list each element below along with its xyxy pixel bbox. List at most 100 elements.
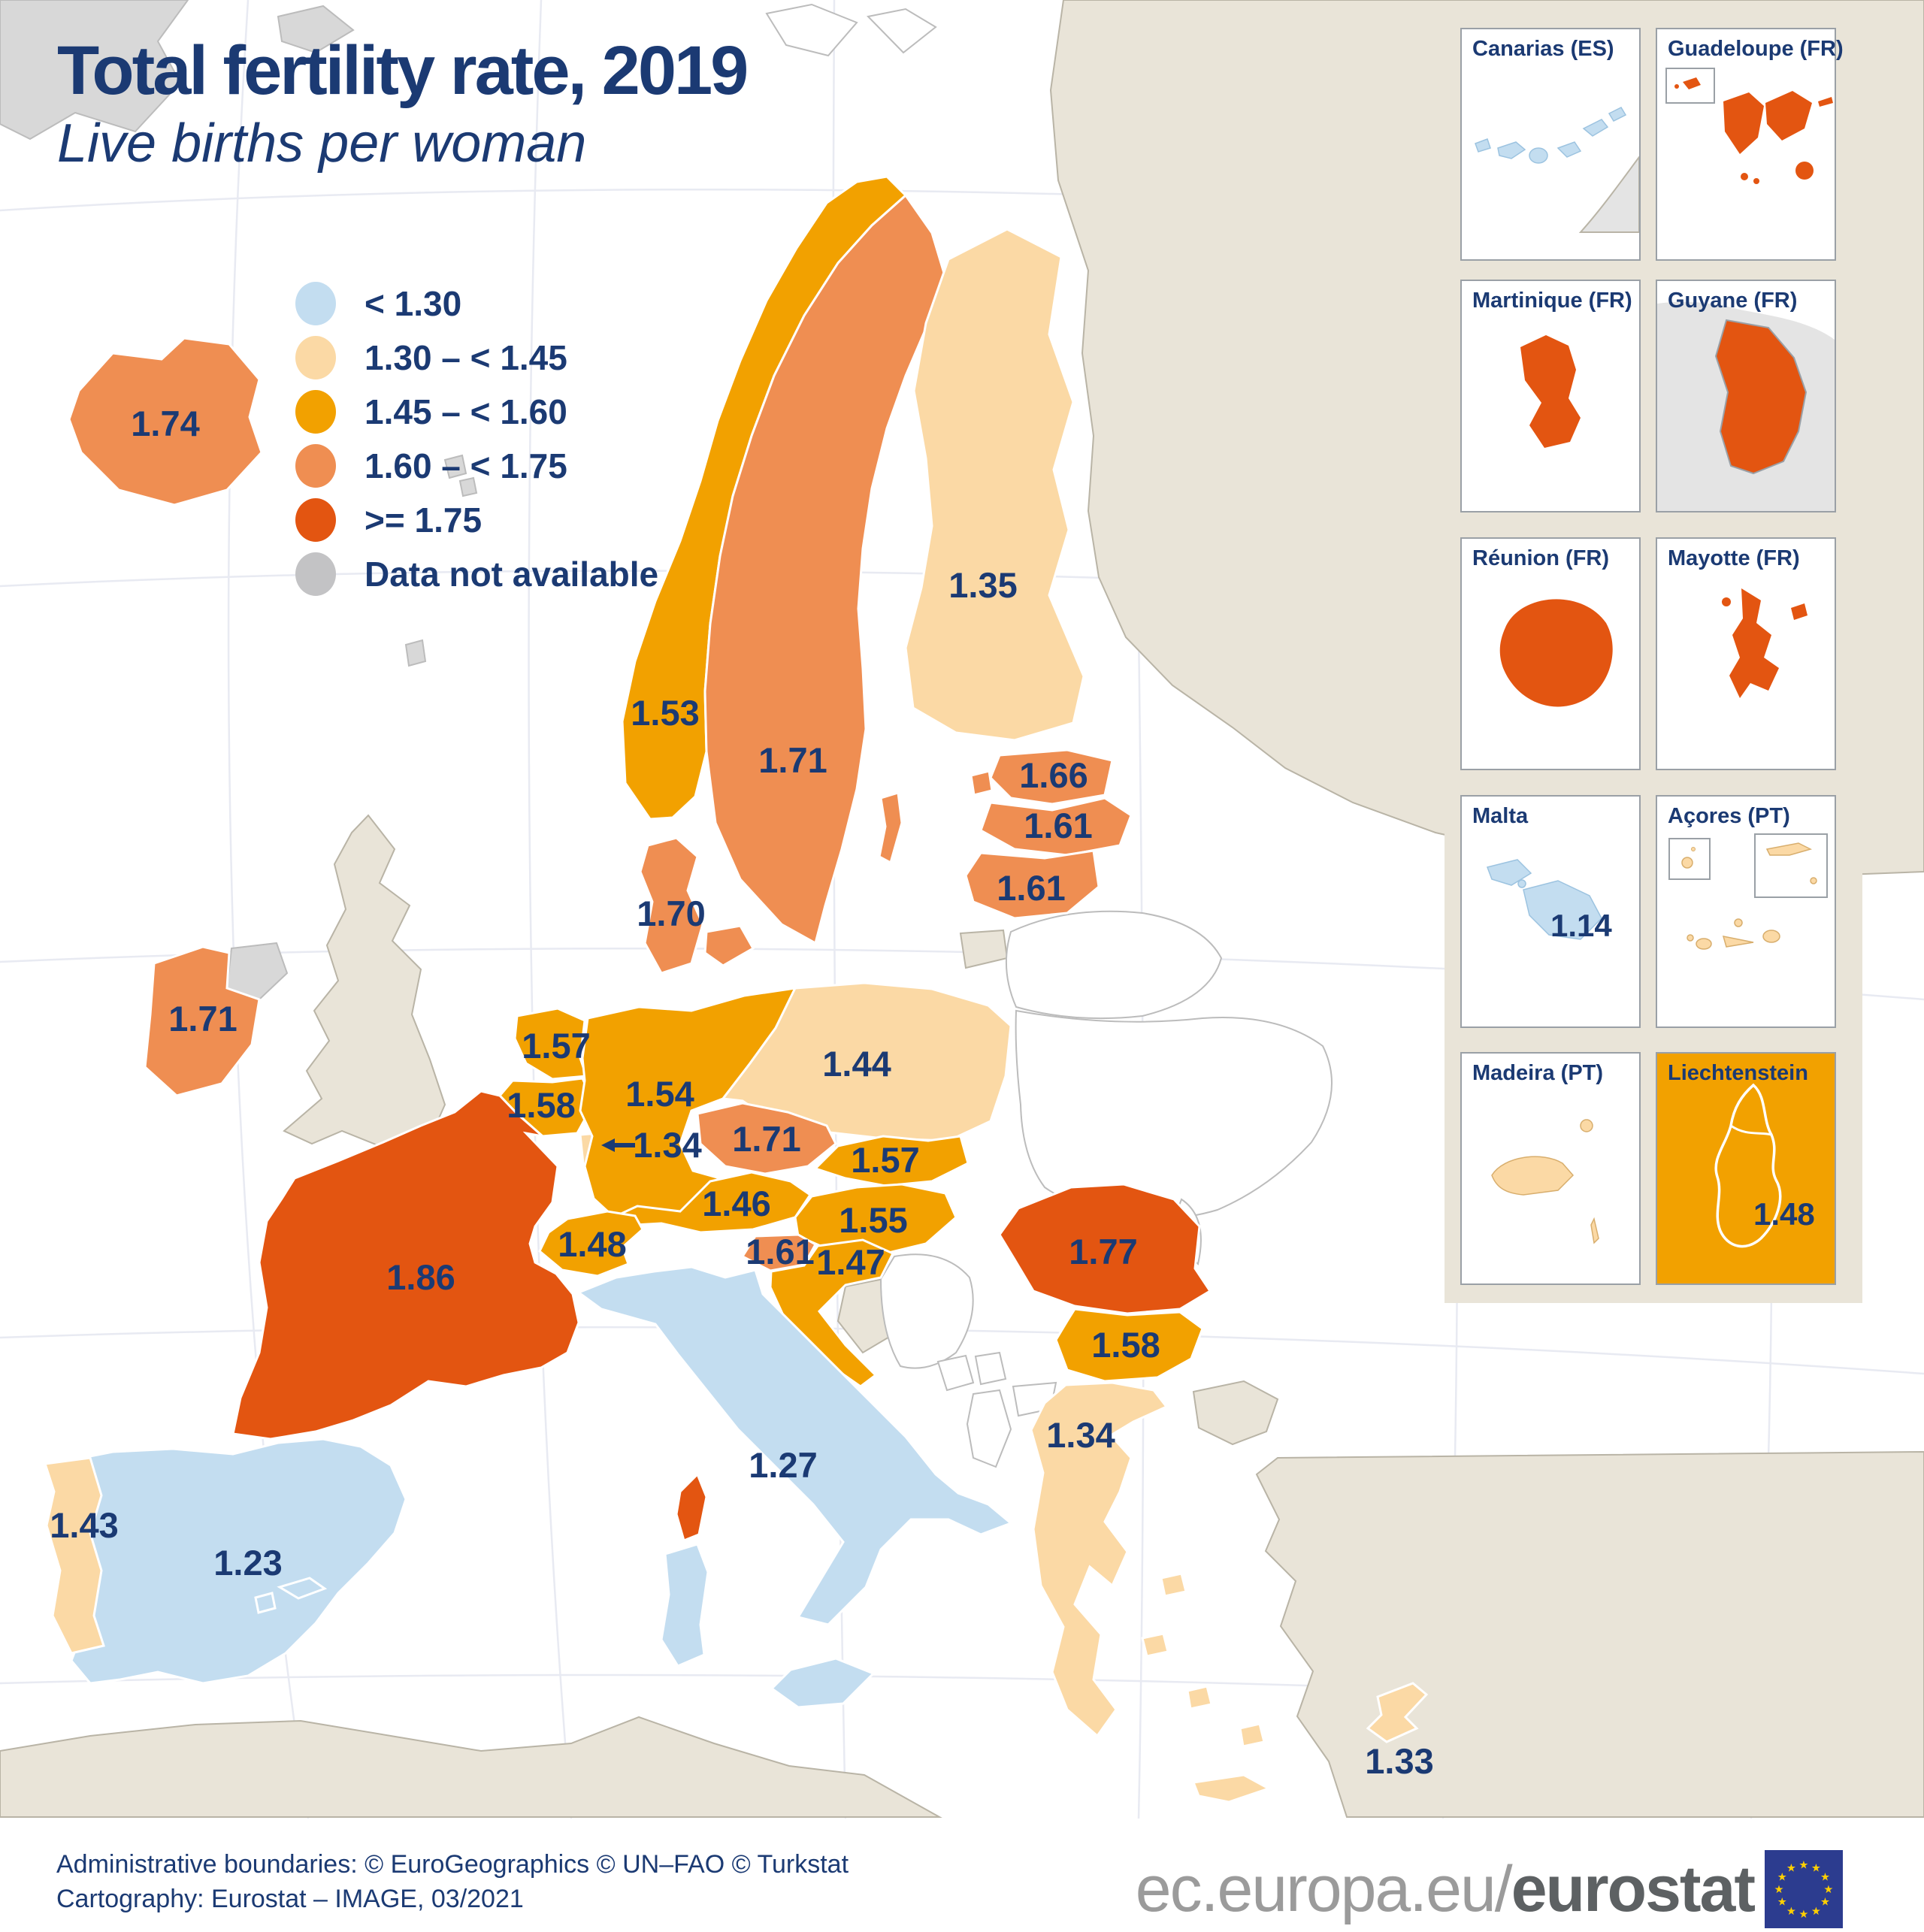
country-cyprus[interactable] [1366, 1682, 1429, 1743]
page-title: Total fertility rate, 2019 [57, 32, 749, 109]
country-greek-island-2[interactable] [1141, 1632, 1169, 1658]
legend-label: 1.60 – < 1.75 [365, 446, 567, 485]
luxembourg-arrow [601, 1138, 635, 1152]
label-croatia: 1.47 [816, 1242, 885, 1282]
country-corsica[interactable] [675, 1472, 708, 1543]
land-arctic-islands [277, 5, 355, 54]
country-italy[interactable] [576, 1265, 1013, 1626]
country-denmark[interactable] [639, 836, 704, 975]
inset-reunion: Réunion (FR) [1460, 537, 1641, 770]
label-sweden: 1.71 [758, 740, 827, 780]
country-iceland[interactable] [68, 337, 263, 506]
label-netherlands: 1.57 [522, 1026, 590, 1066]
label-luxembourg: 1.34 [633, 1125, 701, 1165]
country-sweden[interactable] [703, 193, 947, 945]
country-estonia[interactable] [989, 748, 1114, 806]
label-denmark: 1.70 [637, 893, 705, 933]
inset-map-guyane [1657, 281, 1835, 511]
country-latvia[interactable] [979, 797, 1133, 857]
country-value-labels: 1.74 1.53 1.71 1.35 1.66 1.61 1.61 1.70 … [50, 404, 1433, 1781]
svg-text:★: ★ [1811, 1906, 1821, 1918]
label-greece: 1.34 [1046, 1415, 1115, 1455]
land-svalbard-2 [866, 8, 937, 54]
country-greece[interactable] [1030, 1381, 1169, 1738]
white-countries [765, 3, 1333, 1468]
label-portugal: 1.43 [50, 1505, 118, 1545]
country-estonia-island[interactable] [970, 769, 994, 797]
land-north-africa [0, 1716, 942, 1818]
inset-mayotte: Mayotte (FR) [1656, 537, 1836, 770]
inset-label-acores: Açores (PT) [1668, 804, 1790, 828]
inset-label-madeira: Madeira (PT) [1472, 1061, 1604, 1085]
footer-credits: Administrative boundaries: © EuroGeograp… [56, 1847, 849, 1916]
legend-row: 1.45 – < 1.60 [295, 385, 658, 439]
svg-text:★: ★ [1823, 1884, 1833, 1896]
country-bulgaria[interactable] [1054, 1308, 1204, 1383]
inset-map-madeira [1491, 1119, 1599, 1244]
legend-row: < 1.30 [295, 277, 658, 331]
country-balearics-2[interactable] [254, 1592, 277, 1614]
inset-martinique: Martinique (FR) [1460, 280, 1641, 512]
svg-text:★: ★ [1798, 1909, 1808, 1921]
label-spain: 1.23 [213, 1543, 282, 1583]
label-slovenia: 1.61 [746, 1232, 814, 1271]
country-romania[interactable] [998, 1183, 1212, 1315]
country-gotland[interactable] [878, 791, 903, 865]
country-finland[interactable] [904, 228, 1085, 742]
gray-lands [0, 0, 478, 1001]
legend-label: < 1.30 [365, 284, 462, 323]
legend-label: 1.45 – < 1.60 [365, 392, 567, 431]
land-serbia [879, 1253, 974, 1369]
inset-map-reunion [1499, 599, 1613, 707]
legend-swatch-145-160 [295, 390, 336, 434]
country-czechia[interactable] [696, 1102, 837, 1175]
inset-liechtenstein: Liechtenstein 1.48 [1656, 1052, 1836, 1285]
inset-label-martinique: Martinique (FR) [1472, 289, 1632, 313]
inset-label-malta: Malta [1472, 804, 1529, 828]
eu-flag-icon: ★ ★ ★ ★ ★ ★ ★ ★ ★ ★ ★ ★ [1765, 1850, 1843, 1928]
land-albania [966, 1389, 1012, 1468]
country-greek-island-1[interactable] [1160, 1572, 1187, 1598]
footer-line2: Cartography: Eurostat – IMAGE, 03/2021 [56, 1885, 524, 1913]
country-ireland[interactable] [144, 945, 261, 1097]
country-denmark-islands[interactable] [703, 924, 755, 967]
inset-value-liechtenstein: 1.48 [1753, 1196, 1815, 1232]
country-croatia[interactable] [769, 1238, 895, 1388]
legend-label: >= 1.75 [365, 500, 483, 540]
country-slovakia[interactable] [813, 1135, 970, 1187]
country-sardinia[interactable] [660, 1543, 709, 1667]
land-kosovo [974, 1351, 1007, 1386]
eurostat-logo[interactable]: ec.europa.eu/eurostat ★ ★ ★ ★ ★ ★ ★ ★ ★ ★ ★ ★ [1136, 1850, 1843, 1928]
legend-swatch-160-175 [295, 444, 336, 488]
svg-text:★: ★ [1820, 1872, 1830, 1884]
svg-text:★: ★ [1777, 1872, 1787, 1884]
label-germany: 1.54 [625, 1074, 694, 1114]
svg-text:★: ★ [1820, 1897, 1830, 1909]
country-greek-island-4[interactable] [1239, 1722, 1266, 1748]
inset-map-mayotte [1722, 588, 1808, 698]
country-sicily[interactable] [770, 1657, 876, 1709]
svg-text:★: ★ [1774, 1884, 1783, 1896]
country-france[interactable] [231, 1090, 580, 1441]
legend-swatch-ge175 [295, 498, 336, 542]
label-switzerland: 1.48 [558, 1224, 626, 1264]
footer-line1: Administrative boundaries: © EuroGeograp… [56, 1850, 849, 1879]
label-czechia: 1.71 [732, 1119, 800, 1159]
country-crete[interactable] [1191, 1773, 1272, 1804]
country-lithuania[interactable] [964, 849, 1100, 920]
country-balearics[interactable] [277, 1577, 328, 1600]
land-turkey [1255, 1450, 1924, 1818]
inset-map-malta [1487, 859, 1602, 940]
legend: < 1.30 1.30 – < 1.45 1.45 – < 1.60 1.60 … [295, 277, 658, 601]
country-portugal[interactable] [44, 1456, 105, 1655]
country-germany[interactable] [579, 987, 797, 1220]
label-ireland: 1.71 [168, 999, 237, 1039]
land-belarus [1005, 910, 1223, 1020]
country-hungary[interactable] [794, 1183, 957, 1256]
country-greek-island-3[interactable] [1186, 1685, 1213, 1710]
inset-acores: Açores (PT) [1656, 795, 1836, 1028]
country-switzerland[interactable] [538, 1210, 644, 1277]
data-countries [44, 175, 1429, 1804]
inset-guyane: Guyane (FR) [1656, 280, 1836, 512]
land-uk [283, 814, 446, 1147]
